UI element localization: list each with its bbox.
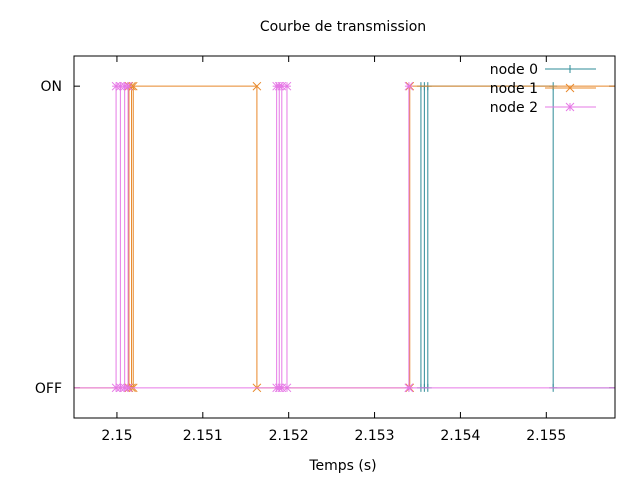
x-axis-label: Temps (s) <box>308 458 376 474</box>
data-point-node-2-stroke <box>282 383 292 393</box>
data-point-node-2 <box>282 383 292 393</box>
legend-label-node-1: node 1 <box>490 81 538 97</box>
legend-marker-node-1 <box>565 83 575 93</box>
data-point-node-1 <box>252 81 262 91</box>
x-tick-label: 2.151 <box>183 428 223 444</box>
data-point-node-2-stroke <box>111 81 121 91</box>
chart-title: Courbe de transmission <box>260 19 426 35</box>
data-point-node-2-stroke <box>404 383 414 393</box>
data-point-node-2 <box>123 383 133 393</box>
plot-frame <box>73 55 616 419</box>
legend-marker-node-2-stroke <box>565 102 575 112</box>
x-tick-label: 2.15 <box>101 428 132 444</box>
data-point-node-2-stroke <box>123 383 133 393</box>
data-point-node-2-stroke <box>116 81 125 91</box>
y-tick-label: ON <box>41 79 63 95</box>
data-point-node-1-stroke <box>252 81 262 91</box>
series-line-node-2 <box>74 85 615 389</box>
data-point-node-2 <box>123 81 133 91</box>
legend-marker-node-0 <box>566 65 574 73</box>
series-line-node-1 <box>74 85 615 389</box>
x-tick-label: 2.153 <box>355 428 395 444</box>
data-point-node-2-stroke <box>116 383 125 393</box>
series-line-node-0 <box>420 85 615 389</box>
legend-label-node-0: node 0 <box>490 62 538 78</box>
legend-marker-node-1-stroke <box>565 83 575 93</box>
data-point-node-2-stroke <box>282 81 292 91</box>
legend: node 0 node 1 node 2 <box>490 62 596 116</box>
y-tick-label: OFF <box>35 381 62 397</box>
data-point-node-2 <box>404 383 414 393</box>
series-layer <box>74 81 615 393</box>
data-point-node-2 <box>282 81 292 91</box>
data-point-node-2-stroke <box>404 81 414 91</box>
data-point-node-2 <box>404 81 414 91</box>
data-point-node-2-stroke <box>111 383 121 393</box>
data-point-node-2-stroke <box>123 81 133 91</box>
x-tick-label: 2.152 <box>269 428 309 444</box>
legend-marker-node-2 <box>565 102 575 112</box>
x-tick-label: 2.154 <box>440 428 480 444</box>
x-tick-label: 2.155 <box>526 428 566 444</box>
legend-label-node-2: node 2 <box>490 100 538 116</box>
data-point-node-2 <box>116 81 125 91</box>
